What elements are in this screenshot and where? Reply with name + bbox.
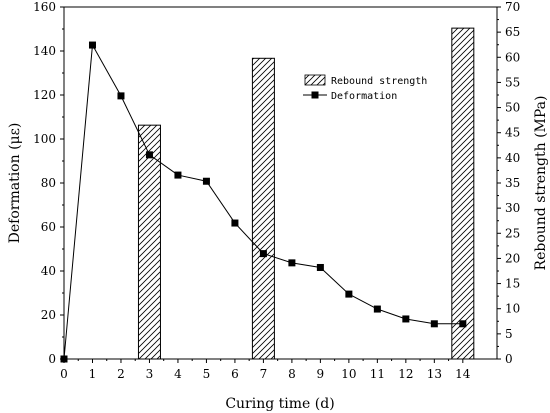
y-tick-label-right: 35 (505, 176, 520, 190)
x-tick-label: 12 (398, 367, 413, 381)
x-tick-label: 0 (60, 367, 68, 381)
y-tick-label-right: 60 (505, 50, 520, 64)
x-tick-label: 2 (117, 367, 125, 381)
y-tick-label-left: 160 (33, 0, 56, 14)
bar-rebound-strength (451, 27, 475, 360)
bar-rebound-strength (251, 57, 275, 360)
deformation-point (145, 151, 153, 159)
y-axis-title-right: Rebound strength (MPa) (533, 96, 549, 271)
y-axis-title-left: Deformation (με) (7, 123, 23, 244)
y-tick-label-right: 20 (505, 251, 520, 265)
x-tick-label: 3 (146, 367, 154, 381)
legend-label-rebound: Rebound strength (331, 76, 427, 87)
legend-label-deformation: Deformation (331, 91, 397, 102)
y-tick-label-left: 120 (33, 88, 56, 102)
y-tick-label-right: 65 (505, 25, 520, 39)
y-tick-label-right: 50 (505, 101, 520, 115)
y-tick-label-left: 60 (41, 220, 56, 234)
deformation-point (373, 305, 381, 313)
x-tick-label: 8 (288, 367, 296, 381)
y-tick-label-right: 45 (505, 126, 520, 140)
deformation-point (259, 250, 267, 258)
y-tick-label-right: 15 (505, 277, 520, 291)
deformation-point (174, 171, 182, 179)
x-tick-label: 13 (427, 367, 442, 381)
x-tick-label: 5 (203, 367, 211, 381)
deformation-point (288, 259, 296, 267)
y-tick-label-right: 55 (505, 75, 520, 89)
y-tick-label-right: 0 (505, 352, 513, 366)
y-tick-label-right: 40 (505, 151, 520, 165)
deformation-point (402, 315, 410, 323)
x-tick-label: 4 (174, 367, 182, 381)
y-tick-label-left: 100 (33, 132, 56, 146)
deformation-point (316, 263, 324, 271)
x-tick-label: 11 (370, 367, 385, 381)
y-tick-label-right: 30 (505, 201, 520, 215)
deformation-point (88, 41, 96, 49)
y-tick-label-left: 80 (41, 176, 56, 190)
deformation-point (202, 177, 210, 185)
x-tick-label: 7 (260, 367, 268, 381)
y-tick-label-right: 70 (505, 0, 520, 14)
x-tick-label: 14 (455, 367, 471, 381)
deformation-point (430, 320, 438, 328)
rebound-strength-bars (137, 27, 475, 360)
y-tick-label-right: 5 (505, 327, 513, 341)
x-tick-label: 1 (89, 367, 97, 381)
y-tick-label-left: 20 (41, 308, 56, 322)
legend: Rebound strength Deformation (303, 74, 427, 102)
y-tick-label-left: 0 (48, 352, 56, 366)
x-tick-label: 10 (341, 367, 356, 381)
x-tick-label: 6 (231, 367, 239, 381)
y-tick-label-left: 140 (33, 44, 56, 58)
legend-marker-deformation (311, 91, 319, 99)
plot-frame (63, 6, 498, 360)
y-tick-label-left: 40 (41, 264, 56, 278)
x-tick-label: 9 (317, 367, 325, 381)
x-axis-title: Curing time (d) (225, 396, 334, 412)
deformation-point (345, 290, 353, 298)
legend-swatch-rebound (304, 74, 326, 86)
y-tick-label-right: 10 (505, 302, 520, 316)
deformation-point (117, 92, 125, 100)
deformation-point (459, 320, 467, 328)
y-tick-label-right: 25 (505, 226, 520, 240)
deformation-point (231, 219, 239, 227)
